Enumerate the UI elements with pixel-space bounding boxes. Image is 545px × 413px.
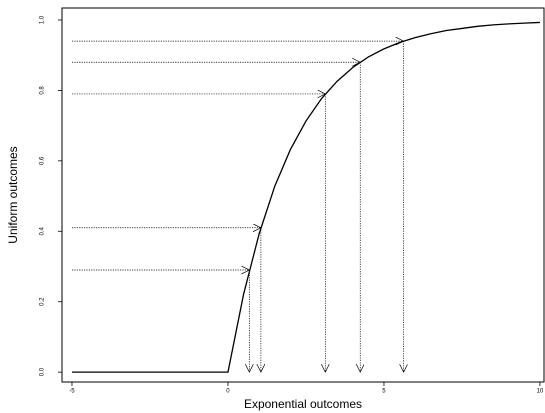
y-axis-label: Uniform outcomes bbox=[6, 146, 20, 243]
y-tick-label: 1.0 bbox=[40, 15, 46, 24]
x-tick-label: -5 bbox=[69, 389, 75, 395]
y-tick-label: 0.4 bbox=[40, 226, 46, 235]
x-axis-label: Exponential outcomes bbox=[244, 397, 362, 411]
plot-frame bbox=[61, 7, 545, 383]
y-tick-label: 0.6 bbox=[40, 156, 46, 165]
y-tick-label: 0.0 bbox=[40, 367, 46, 376]
x-tick-label: 10 bbox=[537, 389, 544, 395]
x-tick-label: 0 bbox=[226, 389, 230, 395]
x-tick-label: 5 bbox=[382, 389, 386, 395]
y-tick-label: 0.2 bbox=[40, 297, 46, 306]
curve bbox=[71, 21, 540, 373]
y-tick-label: 0.8 bbox=[40, 86, 46, 95]
